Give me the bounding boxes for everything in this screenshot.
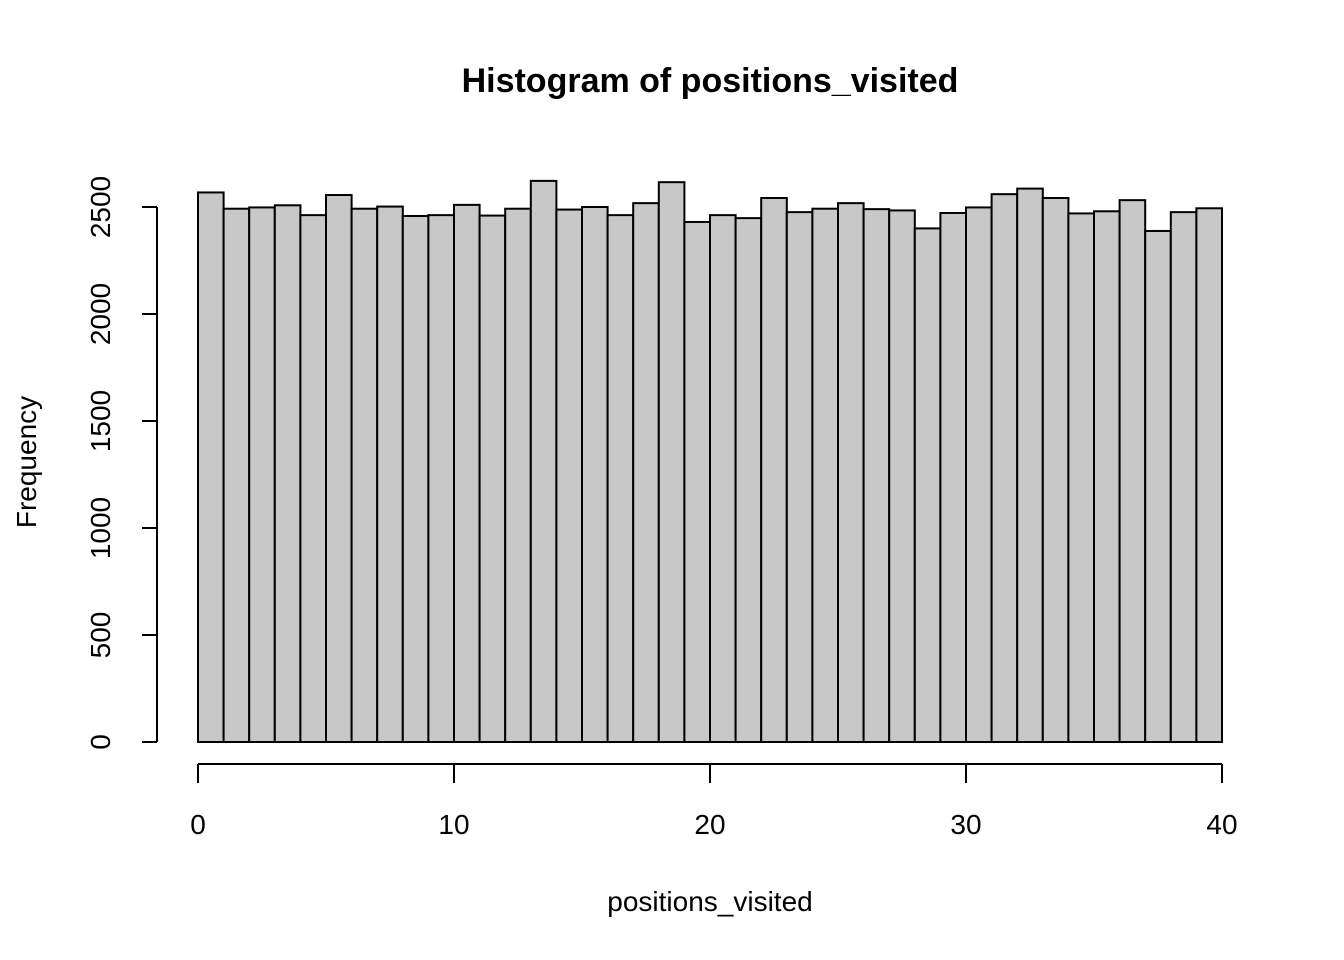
histogram-bar-17 — [632, 202, 660, 743]
histogram-bar-14 — [555, 208, 584, 743]
histogram-bar-31 — [990, 193, 1019, 744]
histogram-bar-28 — [913, 227, 942, 743]
histogram-bar-6 — [350, 207, 379, 744]
histogram-bar-21 — [734, 217, 763, 744]
y-tick-label-500: 500 — [85, 612, 116, 659]
y-tick-label-1500: 1500 — [85, 390, 116, 452]
histogram-bar-26 — [862, 208, 891, 743]
x-axis-label: positions_visited — [607, 886, 812, 917]
histogram-bar-8 — [401, 214, 430, 744]
x-tick-label-10: 10 — [438, 809, 469, 840]
histogram-bar-25 — [837, 202, 865, 743]
histogram-bar-39 — [1195, 207, 1224, 743]
histogram-bar-18 — [657, 181, 686, 743]
histogram-bar-34 — [1067, 212, 1096, 744]
histogram-bar-30 — [965, 206, 993, 744]
histogram-bar-3 — [273, 204, 302, 743]
histogram-bar-5 — [325, 194, 353, 744]
histogram-bar-22 — [760, 197, 788, 743]
histogram-bar-27 — [888, 209, 916, 743]
histogram-bar-12 — [504, 207, 532, 744]
histogram-bar-16 — [606, 214, 635, 743]
histogram-bar-33 — [1041, 197, 1070, 743]
histogram-bar-32 — [1016, 187, 1044, 743]
histogram-bar-24 — [811, 207, 840, 744]
histogram-bar-35 — [1093, 210, 1121, 743]
histogram-bar-20 — [709, 214, 737, 743]
y-tick-label-0: 0 — [85, 734, 116, 750]
y-axis: 0 500 1000 1500 2000 2500 — [85, 176, 158, 750]
histogram-bar-2 — [248, 206, 276, 744]
histogram-bar-11 — [478, 214, 507, 743]
histogram-bar-0 — [197, 191, 225, 743]
y-axis-label: Frequency — [11, 396, 42, 528]
histogram-bar-19 — [683, 220, 712, 744]
histogram-bar-29 — [939, 211, 968, 743]
y-tick-label-1000: 1000 — [85, 497, 116, 559]
histogram-bar-4 — [299, 214, 327, 743]
histogram-bar-38 — [1169, 211, 1198, 744]
histogram-bar-7 — [376, 205, 404, 743]
y-tick-label-2000: 2000 — [85, 283, 116, 345]
y-tick-label-2500: 2500 — [85, 176, 116, 238]
histogram-bar-1 — [222, 207, 251, 744]
x-tick-label-0: 0 — [190, 809, 206, 840]
x-axis: 0 10 20 30 40 — [190, 763, 1238, 840]
chart-title: Histogram of positions_visited — [462, 62, 959, 100]
x-tick-label-40: 40 — [1206, 809, 1237, 840]
x-tick-label-20: 20 — [694, 809, 725, 840]
histogram-bar-13 — [529, 179, 558, 743]
bars-group — [197, 179, 1224, 744]
histogram-bar-37 — [1144, 229, 1172, 744]
histogram-bar-9 — [427, 214, 455, 743]
histogram-bar-36 — [1118, 199, 1147, 744]
histogram-bar-23 — [785, 211, 814, 744]
histogram-bar-15 — [581, 206, 609, 743]
histogram-bar-10 — [453, 203, 481, 744]
x-tick-label-30: 30 — [950, 809, 981, 840]
